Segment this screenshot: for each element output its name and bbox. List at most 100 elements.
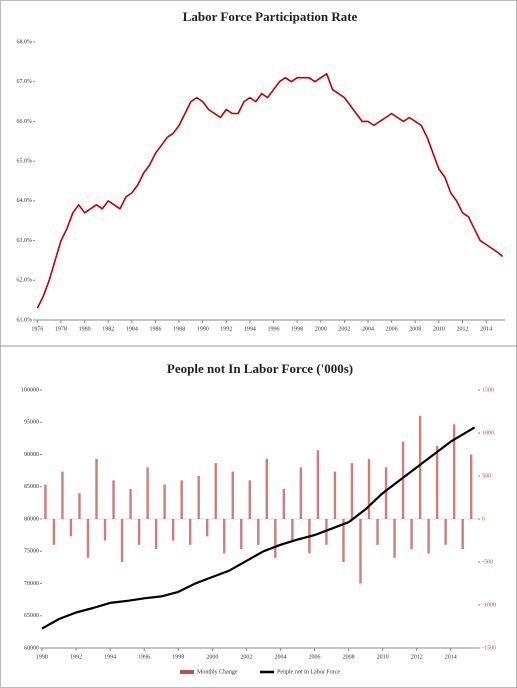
bar (427, 519, 430, 554)
x-tick-label: 2008 (343, 654, 355, 660)
bar (469, 454, 473, 519)
bar (112, 480, 115, 519)
bar (240, 519, 243, 550)
line (41, 426, 476, 630)
x-tick-label: 1994 (104, 654, 116, 660)
bar (342, 519, 345, 562)
legend-swatch (180, 670, 194, 674)
x-tick-label: 2004 (274, 654, 286, 660)
x-tick-label: 1998 (291, 326, 303, 332)
bar (325, 519, 328, 545)
y-tick-label: 70000 (24, 581, 39, 587)
bar (384, 467, 388, 519)
legend-label: People not In Labor Force (277, 669, 340, 675)
bar (180, 480, 183, 519)
bar (274, 519, 277, 558)
bar (359, 519, 362, 584)
x-tick-label: 1984 (126, 326, 138, 332)
bar (410, 519, 413, 550)
y-tick-label: 65000 (24, 613, 39, 619)
legend-label: Monthly Change (197, 669, 238, 675)
bar (452, 424, 456, 519)
bar (291, 519, 294, 541)
bar (461, 519, 464, 550)
bar (393, 519, 396, 558)
y-tick-label: 75000 (24, 549, 39, 555)
x-tick-label: 1990 (197, 326, 209, 332)
bar (44, 484, 47, 519)
x-tick-label: 2000 (206, 654, 218, 660)
x-tick-label: 1992 (220, 326, 232, 332)
bar (418, 415, 422, 519)
x-tick-label: 2002 (240, 654, 252, 660)
bar (333, 471, 337, 519)
bar (231, 471, 234, 519)
bar (350, 463, 354, 519)
bar (86, 519, 90, 558)
bar (129, 488, 132, 519)
y2-tick-label: -1000 (482, 602, 496, 608)
bar (257, 519, 260, 545)
x-tick-label: 2014 (445, 654, 457, 660)
y-tick-label: 66.0% (17, 119, 33, 125)
bar (69, 519, 73, 537)
x-tick-label: 2000 (315, 326, 327, 332)
y2-tick-label: 500 (482, 473, 491, 479)
x-tick-label: 2010 (377, 654, 389, 660)
y-tick-label: 67.0% (17, 79, 33, 85)
x-tick-label: 1996 (138, 654, 150, 660)
y-tick-label: 64.0% (17, 198, 33, 204)
bar (248, 480, 251, 519)
x-tick-label: 2006 (386, 326, 398, 332)
y2-tick-label: 1000 (482, 430, 494, 436)
y-tick-label: 63.0% (17, 238, 33, 244)
bar (299, 467, 303, 519)
y-tick-label: 85000 (24, 484, 39, 490)
x-tick-label: 2014 (480, 326, 492, 332)
x-tick-label: 2008 (409, 326, 421, 332)
y-tick-label: 80000 (24, 516, 39, 522)
bar (188, 519, 192, 545)
x-tick-label: 1998 (172, 654, 184, 660)
x-tick-label: 1976 (31, 326, 43, 332)
y2-tick-label: 0 (482, 516, 485, 522)
x-tick-label: 1990 (36, 654, 48, 660)
bar (197, 476, 200, 519)
bar (95, 458, 98, 519)
x-tick-label: 2002 (338, 326, 350, 332)
bar (367, 458, 371, 519)
chart-title: Labor Force Participation Rate (183, 9, 358, 24)
bar (52, 519, 56, 545)
bar (401, 441, 405, 519)
x-tick-label: 1980 (79, 326, 91, 332)
bar (146, 467, 149, 519)
bar (120, 519, 124, 562)
bar (137, 519, 141, 545)
y2-tick-label: -1500 (482, 645, 496, 651)
y2-tick-label: 1500 (482, 387, 494, 393)
x-tick-label: 2006 (309, 654, 321, 660)
bar (206, 519, 209, 537)
y-tick-label: 100000 (21, 387, 39, 393)
bar (171, 519, 175, 541)
y-tick-label: 60000 (24, 645, 39, 651)
bar (103, 519, 107, 541)
x-tick-label: 2004 (362, 326, 374, 332)
y2-tick-label: -500 (482, 559, 493, 565)
bar (163, 484, 166, 519)
x-tick-label: 2012 (456, 326, 468, 332)
bar (265, 458, 269, 519)
x-tick-label: 1988 (173, 326, 185, 332)
y-tick-label: 62.0% (17, 278, 33, 284)
line (36, 73, 504, 309)
x-tick-label: 2010 (433, 326, 445, 332)
chart-title: People not In Labor Force ('000s) (167, 361, 353, 376)
bar (214, 463, 217, 519)
y-tick-label: 65.0% (17, 159, 33, 165)
x-tick-label: 1986 (149, 326, 161, 332)
x-tick-label: 1992 (70, 654, 82, 660)
bar (435, 445, 439, 519)
